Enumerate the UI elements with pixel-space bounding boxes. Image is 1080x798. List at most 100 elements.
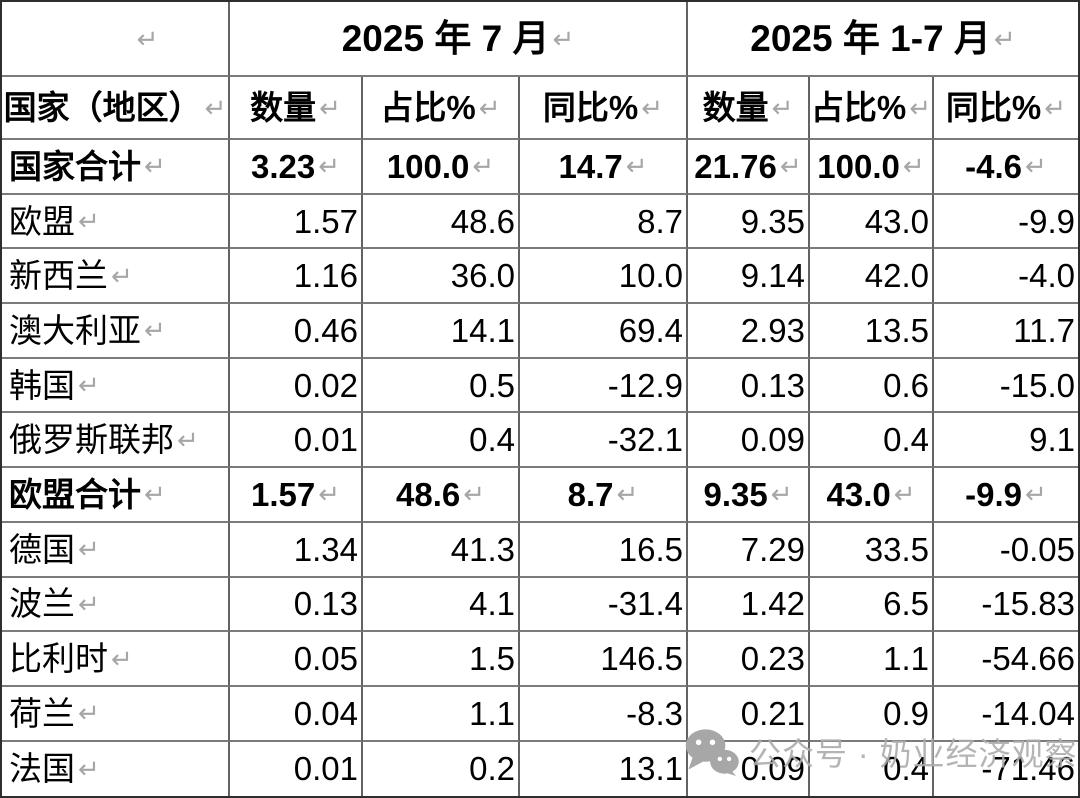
- paragraph-mark-icon: ↵: [78, 370, 100, 401]
- cell-text: 0.09: [740, 750, 805, 788]
- paragraph-mark-icon: ↵: [478, 92, 501, 123]
- paragraph-mark-icon: ↵: [1025, 151, 1047, 182]
- cell-text: 同比%: [945, 89, 1042, 126]
- cell-text: 0.02: [293, 366, 358, 404]
- total-row-name-cell: 欧盟合计 ↵: [2, 468, 230, 523]
- value-cell: 48.6 ↵: [363, 468, 520, 523]
- cell-text: 8.7: [637, 202, 683, 240]
- paragraph-mark-icon: ↵: [893, 479, 916, 510]
- cell-text: 0.6: [883, 366, 929, 404]
- cell-text: 36.0: [450, 257, 515, 295]
- cell-text: 100.0: [386, 147, 470, 185]
- country-name-cell: 荷兰 ↵: [2, 686, 230, 742]
- cell-text: 146.5: [600, 640, 683, 678]
- country-name-cell: 韩国 ↵: [2, 358, 230, 414]
- cell-text: 0.21: [740, 694, 805, 732]
- country-name-cell: 澳大利亚 ↵: [2, 304, 230, 359]
- paragraph-mark-icon: ↵: [177, 424, 199, 455]
- cell-text: 11.7: [1013, 311, 1075, 349]
- cell-text: 10.0: [618, 257, 683, 295]
- column-header-country: 国家（地区） ↵: [2, 77, 230, 140]
- cell-text: 同比%: [542, 89, 639, 126]
- value-cell: 0.05: [230, 632, 363, 687]
- country-name-cell: 新西兰 ↵: [2, 249, 230, 305]
- cell-text: 41.3: [450, 530, 515, 568]
- paragraph-mark-icon: ↵: [472, 151, 495, 182]
- cell-text: 0.2: [469, 750, 515, 788]
- paragraph-mark-icon: ↵: [641, 92, 664, 123]
- value-cell: 1.1: [810, 632, 934, 687]
- value-cell: 10.0: [520, 249, 688, 305]
- cell-text: -54.66: [981, 640, 1075, 678]
- value-cell: 0.13: [230, 577, 363, 633]
- cell-text: 0.05: [293, 640, 358, 678]
- cell-text: 国家（地区）: [3, 89, 202, 126]
- value-cell: -4.6 ↵: [934, 140, 1078, 195]
- value-cell: 14.1: [363, 304, 520, 359]
- value-cell: 0.4: [810, 741, 934, 796]
- paragraph-mark-icon: ↵: [78, 206, 100, 237]
- value-cell: 0.21: [688, 686, 810, 742]
- cell-text: 0.04: [293, 694, 358, 732]
- total-row-name-cell: 国家合计 ↵: [2, 140, 230, 195]
- cell-text: 1.1: [883, 640, 929, 678]
- value-cell: -8.3: [520, 686, 688, 742]
- paragraph-mark-icon: ↵: [552, 23, 575, 54]
- cell-text: 2.93: [740, 311, 805, 349]
- cell-text: 0.4: [883, 421, 929, 459]
- column-header: 数量 ↵: [230, 77, 363, 140]
- paragraph-mark-icon: ↵: [1025, 479, 1047, 510]
- paragraph-mark-icon: ↵: [909, 92, 932, 123]
- cell-text: 0.13: [293, 585, 358, 623]
- cell-text: -31.4: [607, 585, 683, 623]
- cell-text: 2025 年 7 月: [341, 18, 550, 59]
- cell-text: 9.35: [703, 475, 768, 513]
- paragraph-mark-icon: ↵: [779, 151, 802, 182]
- value-cell: 0.09: [688, 741, 810, 796]
- value-cell: 1.34: [230, 522, 363, 578]
- value-cell: 0.23: [688, 632, 810, 687]
- value-cell: -32.1: [520, 413, 688, 469]
- cell-text: 42.0: [864, 257, 929, 295]
- value-cell: 0.9: [810, 686, 934, 742]
- cell-text: 0.9: [883, 694, 929, 732]
- cell-text: 13.1: [618, 750, 683, 788]
- value-cell: -0.05: [934, 523, 1078, 578]
- cell-text: 48.6: [395, 475, 461, 513]
- value-cell: -15.83: [934, 578, 1078, 633]
- value-cell: 14.7 ↵: [520, 140, 688, 195]
- column-header: 数量 ↵: [688, 77, 810, 140]
- value-cell: 0.4: [363, 413, 520, 469]
- value-cell: 36.0: [363, 249, 520, 305]
- value-cell: 43.0: [810, 194, 934, 250]
- paragraph-mark-icon: ↵: [204, 92, 227, 123]
- cell-text: 14.1: [450, 311, 515, 349]
- paragraph-mark-icon: ↵: [144, 151, 166, 182]
- cell-text: 1.42: [740, 585, 805, 623]
- value-cell: 0.4: [810, 413, 934, 469]
- cell-text: 16.5: [618, 530, 683, 568]
- cell-text: 国家合计: [9, 147, 141, 185]
- value-cell: 0.01: [230, 741, 363, 796]
- cell-text: 0.01: [293, 750, 358, 788]
- value-cell: 7.29: [688, 522, 810, 578]
- cell-text: -32.1: [607, 421, 683, 459]
- paragraph-mark-icon: ↵: [136, 23, 159, 54]
- cell-text: 1.57: [250, 475, 316, 513]
- cell-text: -15.0: [999, 366, 1075, 404]
- cell-text: 新西兰: [9, 257, 108, 295]
- value-cell: -4.0: [934, 249, 1078, 305]
- column-header: 同比% ↵: [520, 77, 688, 140]
- cell-text: 俄罗斯联邦: [9, 421, 174, 459]
- year-header-july: 2025 年 7 月 ↵: [230, 2, 688, 77]
- value-cell: 0.6: [810, 358, 934, 414]
- cell-text: 0.23: [740, 640, 805, 678]
- paragraph-mark-icon: ↵: [463, 479, 486, 510]
- value-cell: -15.0: [934, 359, 1078, 414]
- value-cell: 13.5: [810, 304, 934, 359]
- cell-text: 9.35: [740, 202, 805, 240]
- value-cell: 11.7: [934, 304, 1078, 359]
- value-cell: 16.5: [520, 522, 688, 578]
